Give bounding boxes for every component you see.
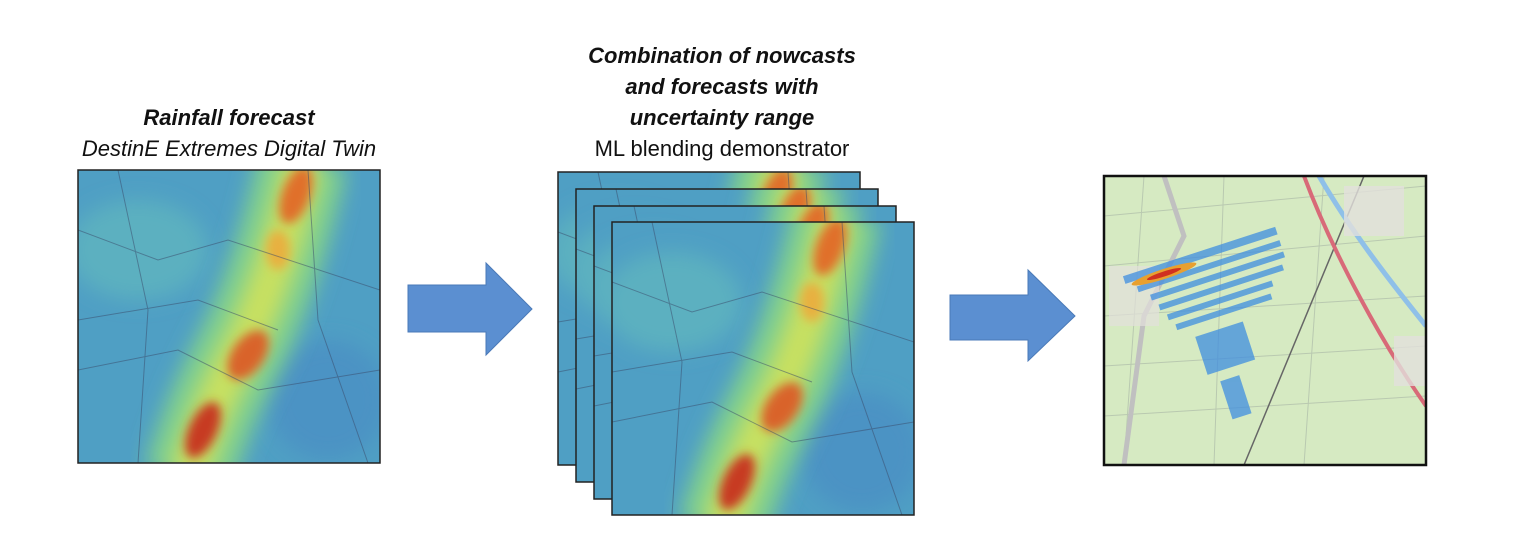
arrow <box>949 268 1076 363</box>
arrow <box>407 261 533 357</box>
heatmap-stack <box>557 171 922 532</box>
heatmap <box>68 160 388 480</box>
panel-border <box>1102 174 1428 467</box>
panel-subtitle: ML blending demonstrator <box>595 136 850 161</box>
panel-subtitle: DestinE Extremes Digital Twin <box>82 136 376 161</box>
panel-title: Rainfall forecast <box>143 105 316 130</box>
panel-title: and forecasts with <box>625 74 818 99</box>
panel-title: Combination of nowcasts <box>588 43 856 68</box>
panel-border <box>77 169 381 464</box>
heatmap <box>602 212 922 532</box>
impact-map <box>1104 176 1426 465</box>
panel-title: uncertainty range <box>630 105 815 130</box>
panel-border <box>611 221 915 516</box>
